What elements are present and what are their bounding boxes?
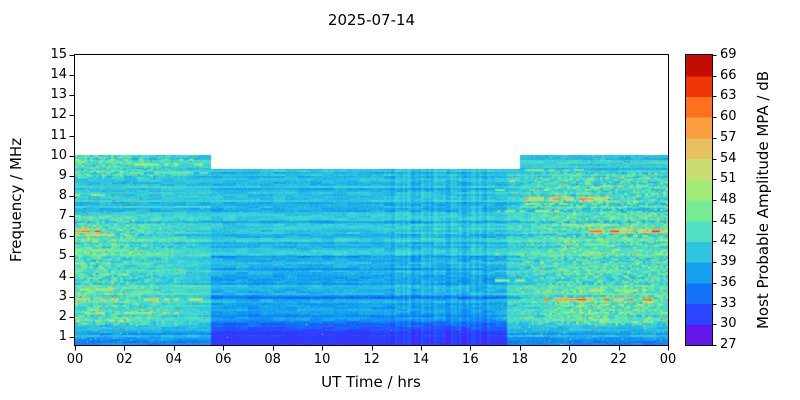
y-tick-label-4: 4 [58, 268, 67, 284]
colorbar-tick-label-30: 30 [720, 316, 737, 332]
x-tick-label-5: 10 [313, 352, 331, 367]
x-tick-label-2: 04 [165, 352, 183, 367]
y-tick-label-11: 11 [50, 127, 67, 143]
colorbar-tick-label-57: 57 [720, 129, 737, 145]
colorbar-tick-label-33: 33 [720, 295, 737, 311]
y-tick-label-13: 13 [50, 87, 67, 103]
chart-title: 2025-07-14 [327, 11, 416, 29]
y-tick-label-1: 1 [58, 328, 67, 344]
y-tick-label-6: 6 [58, 228, 67, 244]
x-axis-label: UT Time / hrs [321, 373, 421, 391]
x-tick-label-4: 08 [264, 352, 281, 367]
x-tick-label-12: 00 [659, 352, 677, 367]
colorbar-tick-label-48: 48 [720, 192, 737, 207]
y-tick-label-5: 5 [58, 248, 67, 264]
x-tick-label-10: 20 [560, 352, 578, 367]
x-tick-label-0: 00 [66, 352, 84, 367]
x-tick-label-7: 14 [412, 352, 430, 367]
heatmap-canvas [75, 55, 668, 345]
colorbar-tick-label-42: 42 [720, 233, 737, 249]
y-tick-label-15: 15 [50, 47, 67, 62]
colorbar-tick-label-60: 60 [720, 109, 737, 125]
colorbar-tick-label-51: 51 [720, 171, 737, 187]
x-tick-label-11: 22 [610, 352, 627, 367]
colorbar-tick-label-63: 63 [720, 88, 737, 104]
colorbar-tick-label-27: 27 [720, 337, 737, 352]
colorbar-label: Most Probable Amplitude MPA / dB [754, 70, 772, 330]
x-tick-label-3: 06 [214, 352, 232, 367]
colorbar-tick-label-54: 54 [720, 150, 737, 166]
colorbar-tick-label-69: 69 [720, 47, 737, 62]
y-tick-label-8: 8 [58, 187, 67, 203]
colorbar-tick-label-36: 36 [720, 274, 737, 290]
colorbar-tick-label-66: 66 [720, 67, 737, 83]
y-tick-label-14: 14 [50, 67, 67, 83]
x-tick-label-9: 18 [511, 352, 529, 367]
y-axis-label: Frequency / MHz [7, 137, 25, 263]
x-tick-label-6: 12 [363, 352, 380, 367]
colorbar-tick-label-39: 39 [720, 254, 737, 270]
y-tick-label-10: 10 [50, 147, 67, 163]
y-tick-label-7: 7 [58, 208, 67, 224]
x-tick-label-8: 16 [462, 352, 479, 367]
colorbar-tick-label-45: 45 [720, 212, 737, 228]
y-tick-label-12: 12 [50, 107, 67, 123]
y-tick-label-2: 2 [58, 308, 67, 324]
y-tick-label-9: 9 [58, 167, 67, 183]
x-tick-label-1: 02 [116, 352, 133, 367]
y-tick-label-3: 3 [58, 288, 67, 304]
